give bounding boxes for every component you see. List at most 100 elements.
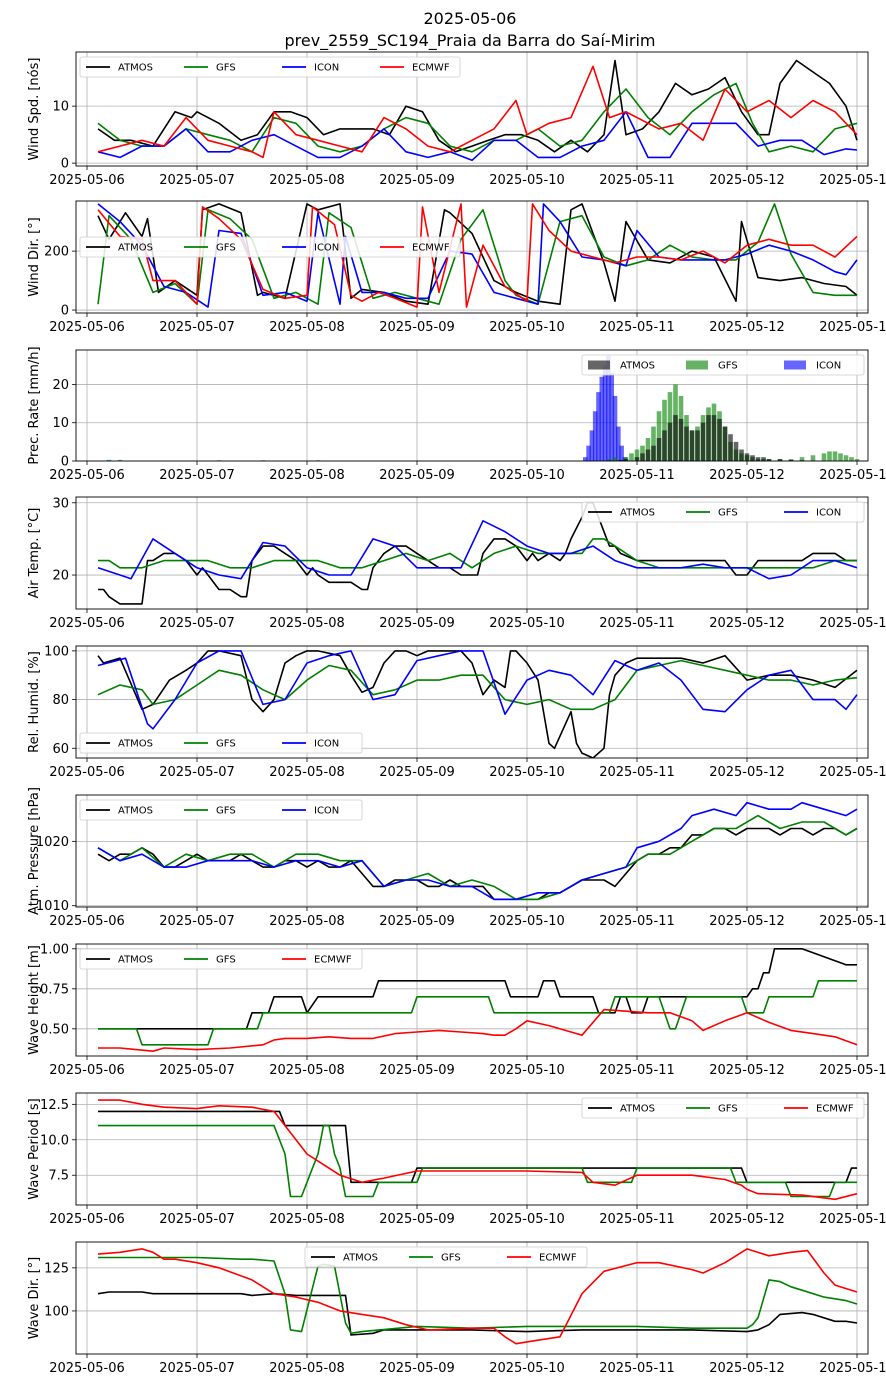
legend-label: ATMOS — [118, 806, 153, 817]
bar — [843, 455, 849, 461]
panels: 2025-05-06 2025-05-07 2025-05-08 2025-05-09… — [27, 51, 886, 1376]
x-tick-label: 2025-05-09 — [379, 616, 455, 631]
x-tick-label: 2025-05-12 — [709, 616, 785, 631]
x-tick-label: 2025-05-11 — [599, 616, 675, 631]
bar — [838, 453, 843, 461]
bar — [117, 459, 123, 461]
panel-5: 2025-05-06 2025-05-07 2025-05-08 2025-05-09… — [27, 644, 886, 780]
bar — [827, 451, 832, 461]
plot-area — [98, 947, 858, 1052]
legend-box — [79, 236, 461, 258]
bar — [777, 459, 783, 461]
bar — [750, 455, 755, 461]
legend-box — [79, 56, 461, 78]
x-tick-label: 2025-05-09 — [379, 468, 455, 483]
y-tick-label: 0 — [61, 455, 69, 470]
bar — [612, 395, 618, 461]
bar-series-icon — [583, 355, 628, 461]
x-tick-label: 2025-05-11 — [599, 173, 675, 188]
bar — [673, 415, 678, 461]
x-tick-label: 2025-05-08 — [269, 914, 345, 929]
axes-frame — [75, 200, 869, 314]
series-line-gfs — [97, 82, 858, 153]
plot-area — [97, 650, 858, 758]
y-tick-label: 0.50 — [40, 1022, 69, 1037]
bar — [849, 457, 854, 461]
bar — [651, 426, 656, 461]
y-tick-label: 12.5 — [40, 1098, 69, 1113]
series-line-atmos — [97, 59, 858, 153]
x-tick-label: 2025-05-08 — [269, 173, 345, 188]
bar — [623, 459, 629, 461]
legend-label: ICON — [314, 63, 339, 74]
x-tick-label: 2025-05-08 — [269, 765, 345, 780]
x-tick-label: 2025-05-11 — [599, 320, 675, 335]
x-tick-label: 2025-05-06 — [49, 468, 125, 483]
legend: ATMOS GFS ICON — [79, 799, 363, 821]
x-tick-label: 2025-05-11 — [599, 1063, 675, 1078]
legend-label: ECMWF — [314, 955, 352, 966]
bar — [634, 449, 640, 461]
y-tick-label: 10.0 — [40, 1133, 69, 1148]
y-tick-label: 10 — [52, 416, 69, 431]
bar — [717, 418, 722, 461]
y-tick-label: 10 — [52, 100, 69, 115]
legend: ATMOS GFS ICON — [581, 501, 865, 523]
x-tick-label: 2025-05-08 — [269, 1063, 345, 1078]
y-tick-label: 100 — [44, 644, 69, 659]
y-tick-label: 0.75 — [40, 982, 69, 997]
bar — [616, 426, 621, 461]
legend-label: ATMOS — [118, 955, 153, 966]
legend-label: ECMWF — [412, 63, 450, 74]
series-line-atmos — [97, 650, 858, 758]
legend-label: GFS — [718, 361, 738, 372]
x-tick-label: 2025-05-13 — [819, 765, 886, 780]
legend-label: GFS — [216, 806, 236, 817]
bar — [761, 457, 766, 461]
plot-area — [97, 59, 858, 162]
legend-box — [581, 354, 865, 376]
y-axis-label: Rel. Humid. [%] — [27, 651, 42, 753]
y-tick-label: 1.00 — [40, 942, 69, 957]
legend-label: ICON — [314, 243, 339, 254]
legend-label: ATMOS — [118, 63, 153, 74]
plot-area — [97, 1248, 858, 1345]
x-tick-label: 2025-05-12 — [709, 914, 785, 929]
bar — [678, 418, 684, 461]
y-tick-label: 1010 — [36, 899, 69, 914]
panel-7: 2025-05-06 2025-05-07 2025-05-08 2025-05-09… — [27, 942, 886, 1078]
bar — [589, 430, 595, 461]
series-line-icon — [97, 519, 858, 580]
panel-6: 2025-05-06 2025-05-07 2025-05-08 2025-05-09… — [27, 787, 886, 929]
legend: ATMOS GFS ICON ECMWF — [79, 236, 461, 258]
legend: ATMOS GFS ECMWF — [79, 948, 363, 970]
bar — [586, 445, 591, 461]
bar — [634, 457, 640, 461]
legend-label: ICON — [816, 508, 841, 519]
y-tick-label: 200 — [44, 245, 69, 260]
x-tick-label: 2025-05-12 — [709, 1212, 785, 1227]
x-tick-label: 2025-05-07 — [159, 765, 235, 780]
series-line-ecmwf — [97, 1248, 858, 1345]
x-tick-label: 2025-05-07 — [159, 173, 235, 188]
x-tick-label: 2025-05-08 — [269, 320, 345, 335]
axes-frame — [75, 51, 869, 167]
series-line-gfs — [97, 203, 857, 306]
x-tick-label: 2025-05-10 — [489, 320, 565, 335]
x-tick-label: 2025-05-10 — [489, 914, 565, 929]
bar — [662, 430, 667, 461]
x-tick-label: 2025-05-12 — [709, 468, 785, 483]
legend-swatch — [588, 360, 610, 370]
series-line-icon — [97, 650, 858, 730]
bar — [609, 372, 614, 461]
panel-9: 2025-05-06 2025-05-07 2025-05-08 2025-05-09… — [27, 1241, 886, 1376]
x-tick-label: 2025-05-13 — [819, 320, 886, 335]
bar — [832, 451, 838, 461]
bar-series-atmos — [618, 415, 805, 461]
y-axis-label: Atm. Pressure [hPa] — [27, 787, 42, 915]
series-line-gfs — [98, 1256, 858, 1335]
panel-3: 2025-05-06 2025-05-07 2025-05-08 2025-05-09… — [27, 346, 886, 483]
x-tick-label: 2025-05-06 — [49, 1212, 125, 1227]
bar — [629, 453, 634, 461]
x-tick-label: 2025-05-11 — [599, 468, 675, 483]
